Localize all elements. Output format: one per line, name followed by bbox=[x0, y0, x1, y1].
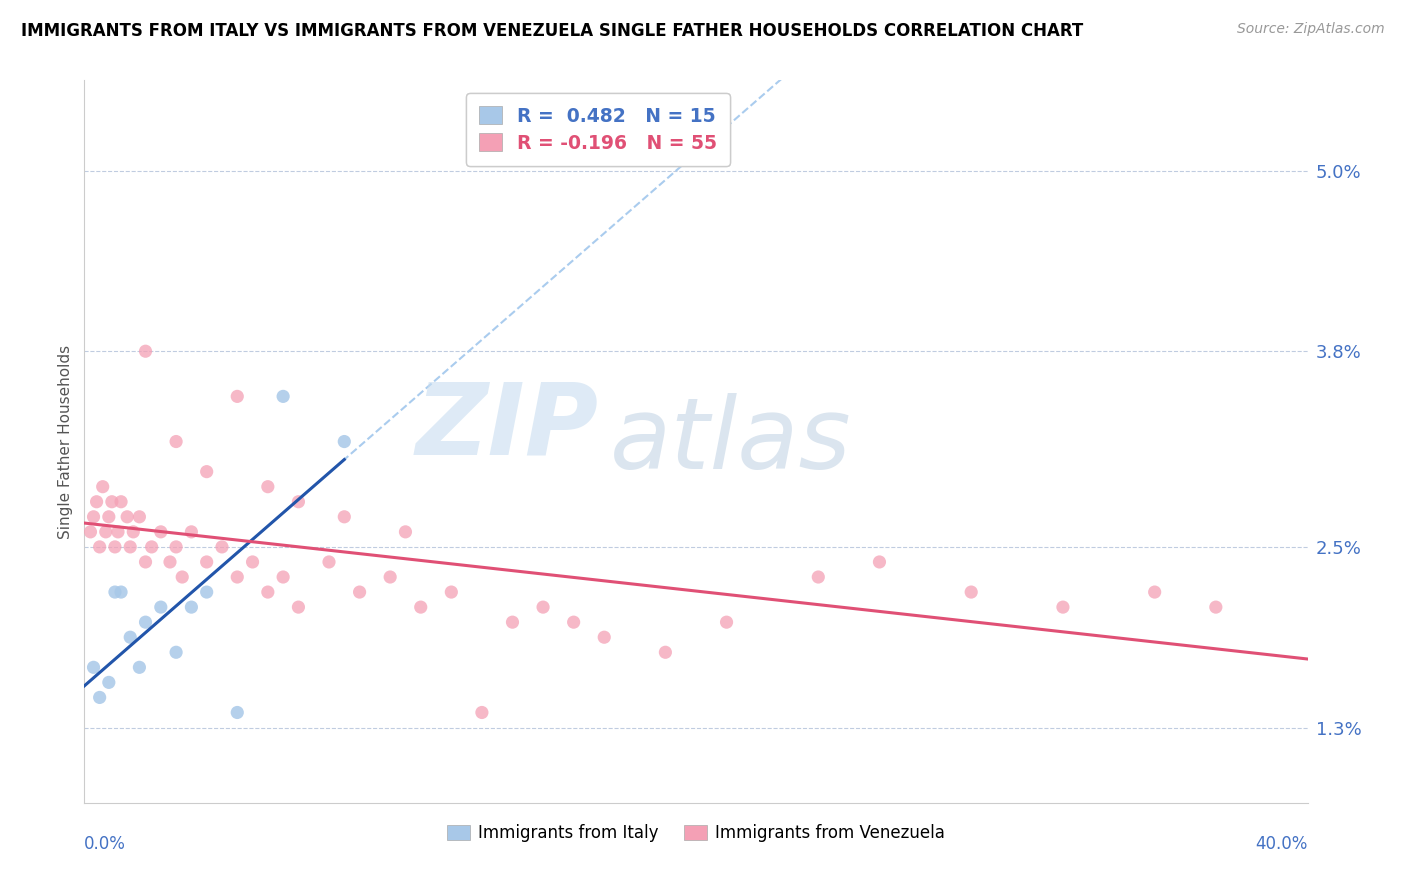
Point bbox=[195, 585, 218, 599]
Point bbox=[1143, 585, 1166, 599]
Point bbox=[107, 524, 129, 539]
Point bbox=[83, 660, 105, 674]
Point bbox=[807, 570, 830, 584]
Point bbox=[104, 585, 127, 599]
Point bbox=[120, 540, 142, 554]
Point bbox=[79, 524, 101, 539]
Point bbox=[101, 494, 124, 508]
Point bbox=[165, 540, 187, 554]
Point bbox=[89, 540, 111, 554]
Point bbox=[180, 524, 202, 539]
Text: 40.0%: 40.0% bbox=[1256, 835, 1308, 854]
Point bbox=[141, 540, 163, 554]
Point bbox=[242, 555, 264, 569]
Point bbox=[1205, 600, 1227, 615]
Point bbox=[149, 524, 172, 539]
Point bbox=[128, 660, 150, 674]
Legend: R =  0.482   N = 15, R = -0.196   N = 55: R = 0.482 N = 15, R = -0.196 N = 55 bbox=[467, 94, 730, 166]
Point bbox=[89, 690, 111, 705]
Point bbox=[333, 434, 356, 449]
Point bbox=[149, 600, 172, 615]
Point bbox=[226, 389, 249, 403]
Point bbox=[110, 585, 132, 599]
Point bbox=[287, 600, 309, 615]
Point bbox=[115, 509, 138, 524]
Point bbox=[257, 585, 280, 599]
Point bbox=[960, 585, 983, 599]
Point bbox=[97, 509, 120, 524]
Point bbox=[135, 344, 157, 359]
Point bbox=[211, 540, 233, 554]
Point bbox=[226, 706, 249, 720]
Point bbox=[562, 615, 585, 630]
Point bbox=[1052, 600, 1074, 615]
Point bbox=[869, 555, 891, 569]
Point bbox=[593, 630, 616, 644]
Point bbox=[172, 570, 194, 584]
Point bbox=[394, 524, 416, 539]
Point bbox=[135, 615, 157, 630]
Point bbox=[287, 494, 309, 508]
Point bbox=[94, 524, 117, 539]
Point bbox=[159, 555, 181, 569]
Point bbox=[122, 524, 145, 539]
Point bbox=[318, 555, 340, 569]
Point bbox=[257, 480, 280, 494]
Point bbox=[135, 555, 157, 569]
Point bbox=[128, 509, 150, 524]
Point bbox=[349, 585, 371, 599]
Point bbox=[83, 509, 105, 524]
Point bbox=[86, 494, 108, 508]
Point bbox=[195, 465, 218, 479]
Point bbox=[180, 600, 202, 615]
Text: Source: ZipAtlas.com: Source: ZipAtlas.com bbox=[1237, 22, 1385, 37]
Point bbox=[97, 675, 120, 690]
Point bbox=[91, 480, 114, 494]
Point bbox=[226, 570, 249, 584]
Point bbox=[654, 645, 676, 659]
Point bbox=[165, 645, 187, 659]
Text: atlas: atlas bbox=[610, 393, 852, 490]
Point bbox=[165, 434, 187, 449]
Point bbox=[271, 389, 294, 403]
Point bbox=[333, 509, 356, 524]
Point bbox=[531, 600, 554, 615]
Point bbox=[120, 630, 142, 644]
Text: ZIP: ZIP bbox=[415, 378, 598, 475]
Point bbox=[716, 615, 738, 630]
Point bbox=[195, 555, 218, 569]
Point bbox=[471, 706, 494, 720]
Point bbox=[502, 615, 524, 630]
Point bbox=[409, 600, 432, 615]
Point bbox=[271, 570, 294, 584]
Text: IMMIGRANTS FROM ITALY VS IMMIGRANTS FROM VENEZUELA SINGLE FATHER HOUSEHOLDS CORR: IMMIGRANTS FROM ITALY VS IMMIGRANTS FROM… bbox=[21, 22, 1084, 40]
Point bbox=[380, 570, 402, 584]
Text: 0.0%: 0.0% bbox=[84, 835, 127, 854]
Y-axis label: Single Father Households: Single Father Households bbox=[58, 344, 73, 539]
Point bbox=[440, 585, 463, 599]
Point bbox=[110, 494, 132, 508]
Point bbox=[104, 540, 127, 554]
